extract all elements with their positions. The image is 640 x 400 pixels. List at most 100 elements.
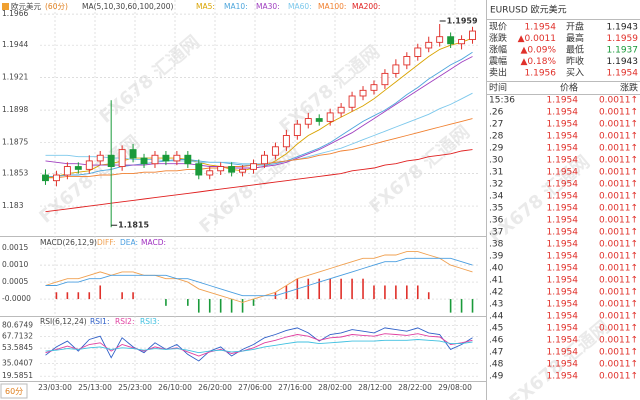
candle-body: [162, 154, 170, 162]
quote-value: ▲0.09%: [520, 46, 556, 56]
tick-price: 1.1954: [547, 216, 579, 226]
tick-change: 0.0011↑: [599, 192, 638, 202]
period-button-label[interactable]: 60分: [5, 387, 23, 396]
y-tick-label: 1.1966: [2, 9, 28, 18]
tick-change: 0.0011↑: [599, 372, 638, 382]
quote-label: 最高: [566, 32, 584, 44]
macd-bar: [471, 299, 474, 313]
tick-price: 1.1954: [547, 228, 579, 238]
x-tick-label: 28/12:00: [358, 383, 392, 392]
tick-time: .35: [489, 204, 503, 214]
quote-label: 涨跌: [489, 33, 507, 44]
candle-body: [173, 154, 181, 162]
quote-value: 1.1954: [607, 69, 639, 79]
low-annotation: 1.1815: [118, 221, 149, 230]
legend-entry: RSI2:: [115, 317, 134, 326]
tick-time: 15:36: [489, 96, 515, 106]
tick-price: 1.1954: [547, 288, 579, 298]
macd-bar: [449, 299, 452, 313]
candle-body: [403, 56, 411, 66]
y-tick-label: 53.5845: [2, 343, 33, 352]
ma-line: [45, 149, 473, 213]
y-tick-label: 0.0005: [2, 277, 28, 286]
quote-label: 开盘: [566, 21, 584, 33]
tick-time: .30: [489, 156, 504, 166]
candle-body: [348, 95, 356, 108]
candle-body: [337, 106, 345, 114]
tick-time: .49: [489, 372, 504, 382]
macd-bar: [241, 299, 244, 313]
tick-price: 1.1954: [547, 336, 579, 346]
y-tick-label: -0.0000: [2, 294, 31, 303]
candle-body: [469, 30, 476, 40]
tick-price: 1.1954: [547, 360, 579, 370]
tick-price: 1.1954: [547, 312, 579, 322]
tick-change: 0.0011↑: [599, 120, 638, 130]
macd-bar: [197, 299, 200, 313]
tick-change: 0.0011↑: [599, 324, 638, 334]
tick-time: .47: [489, 348, 503, 358]
quote-label: 涨幅: [489, 44, 507, 56]
macd-bar: [340, 278, 342, 300]
legend-entry: MA10:: [224, 2, 248, 11]
candle-body: [217, 166, 225, 172]
tick-time: .46: [489, 336, 504, 346]
symbol-name: 欧元美元: [11, 1, 41, 11]
tick-change: 0.0011↑: [599, 228, 638, 238]
y-tick-label: 0.0010: [2, 260, 28, 269]
tick-price: 1.1954: [547, 96, 579, 106]
x-tick-label: 26/20:00: [198, 383, 232, 392]
macd-bar: [219, 299, 222, 313]
legend-entry: DIFF:: [97, 238, 116, 247]
macd-bar: [307, 278, 310, 300]
x-tick-label: 25/23:00: [118, 383, 152, 392]
tick-change: 0.0011↑: [599, 144, 638, 154]
candle-body: [107, 154, 115, 167]
candle-body: [414, 47, 422, 57]
macd-bar: [99, 285, 102, 300]
macd-bar: [55, 292, 58, 300]
tick-price: 1.1954: [547, 264, 579, 274]
tick-time: .44: [489, 312, 504, 322]
macd-bar: [318, 278, 321, 300]
macd-bar: [66, 292, 69, 300]
macd-line: [45, 251, 473, 303]
tick-change: 0.0011↑: [599, 204, 638, 214]
tick-price: 1.1954: [547, 348, 579, 358]
tick-time: .28: [489, 132, 504, 142]
tick-price: 1.1954: [547, 324, 579, 334]
ma-line: [45, 92, 473, 165]
candle-body: [458, 39, 466, 45]
candle-body: [326, 112, 334, 122]
y-tick-label: 1.183: [2, 201, 24, 210]
ma-label: MA(5,10,30,60,100,200): [82, 2, 173, 11]
tick-price: 1.1954: [547, 144, 579, 154]
tick-price: 1.1954: [547, 156, 579, 166]
tick-change: 0.0011↑: [599, 252, 638, 262]
macd-bar: [406, 285, 408, 300]
macd-bar: [373, 285, 375, 300]
quote-label: 卖出: [489, 67, 507, 79]
ma-line: [45, 51, 473, 177]
period-button[interactable]: [0, 383, 28, 399]
y-tick-label: 0.0015: [2, 243, 28, 252]
tick-time: .36: [489, 216, 504, 226]
candle-body: [261, 154, 268, 165]
x-tick-label: 27/06:00: [238, 383, 272, 392]
x-tick-label: 23/03:00: [38, 383, 72, 392]
legend-entry: MA200:: [352, 2, 380, 11]
tick-price: 1.1954: [547, 132, 579, 142]
macd-bar: [384, 285, 386, 300]
quote-value: 1.1943: [607, 23, 639, 33]
tick-price: 1.1954: [547, 372, 579, 382]
y-tick-label: 1.1944: [2, 40, 28, 49]
macd-bar: [416, 285, 419, 300]
quote-value: ▲0.0011: [518, 34, 556, 44]
candle-body: [370, 84, 378, 91]
tick-price: 1.1954: [547, 108, 579, 118]
tick-change: 0.0011↑: [599, 216, 638, 226]
tick-time: .32: [489, 180, 503, 190]
macd-bar: [252, 299, 255, 306]
